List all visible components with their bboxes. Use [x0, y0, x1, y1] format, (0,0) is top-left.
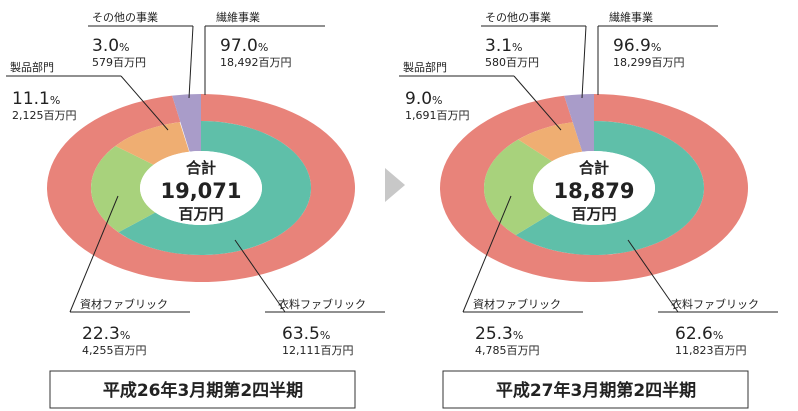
- inner-segment: [484, 139, 552, 236]
- center-label: 合計: [578, 159, 609, 177]
- segment-name: その他の事業: [92, 11, 158, 24]
- segment-percent: 62.6%: [675, 324, 723, 344]
- segment-percent: 3.1%: [485, 36, 523, 56]
- segment-percent: 97.0%: [220, 36, 268, 56]
- arrow: [385, 168, 405, 202]
- leader-line: [513, 75, 562, 131]
- total-value: 19,071: [160, 179, 241, 203]
- inner-segment: [118, 121, 311, 255]
- leader-line: [234, 239, 286, 313]
- total-value: 18,879: [553, 179, 634, 203]
- total-unit: 百万円: [178, 205, 223, 223]
- leader-line: [120, 75, 169, 131]
- center-label: 合計: [185, 159, 216, 177]
- segment-amount: 1,691百万円: [405, 109, 470, 122]
- segment-amount: 11,823百万円: [675, 344, 747, 357]
- segment-name: 製品部門: [10, 60, 54, 74]
- segment-amount: 579百万円: [92, 56, 146, 69]
- segment-amount: 18,299百万円: [613, 56, 685, 69]
- outer-segment: [564, 94, 594, 152]
- total-unit: 百万円: [571, 205, 616, 223]
- leader-line: [627, 239, 679, 313]
- leader-line: [581, 25, 587, 99]
- leader-line: [462, 195, 512, 313]
- segment-name: 製品部門: [403, 60, 447, 74]
- segment-percent: 96.9%: [613, 36, 661, 56]
- segment-name: 繊維事業: [216, 11, 260, 24]
- center-hole: [533, 151, 655, 225]
- segment-percent: 11.1%: [12, 89, 60, 109]
- segment-percent: 3.0%: [92, 36, 130, 56]
- segment-amount: 2,125百万円: [12, 109, 77, 122]
- inner-segment: [515, 121, 705, 255]
- segment-percent: 22.3%: [82, 324, 130, 344]
- segment-name: 衣料ファブリック: [671, 297, 759, 311]
- segment-amount: 580百万円: [485, 56, 539, 69]
- inner-segment: [518, 122, 583, 162]
- segment-name: 資材ファブリック: [473, 297, 561, 311]
- segment-percent: 9.0%: [405, 89, 443, 109]
- segment-amount: 18,492百万円: [220, 56, 292, 69]
- outer-segment: [172, 94, 201, 152]
- inner-segment: [91, 145, 156, 233]
- segment-amount: 12,111百万円: [282, 344, 354, 357]
- segment-name: 繊維事業: [609, 11, 653, 24]
- leader-line: [188, 25, 194, 99]
- period-title: 平成27年3月期第2四半期: [496, 380, 696, 401]
- segment-percent: 25.3%: [475, 324, 523, 344]
- segment-amount: 4,785百万円: [475, 344, 540, 357]
- inner-segment: [115, 122, 190, 165]
- period-box: [49, 370, 356, 409]
- leader-line: [69, 195, 119, 313]
- segment-name: その他の事業: [485, 11, 551, 24]
- center-hole: [140, 151, 262, 225]
- segment-name: 衣料ファブリック: [278, 297, 366, 311]
- segment-percent: 63.5%: [282, 324, 330, 344]
- period-title: 平成26年3月期第2四半期: [103, 380, 303, 401]
- segment-name: 資材ファブリック: [80, 297, 168, 311]
- period-box: [442, 370, 749, 409]
- segment-amount: 4,255百万円: [82, 344, 147, 357]
